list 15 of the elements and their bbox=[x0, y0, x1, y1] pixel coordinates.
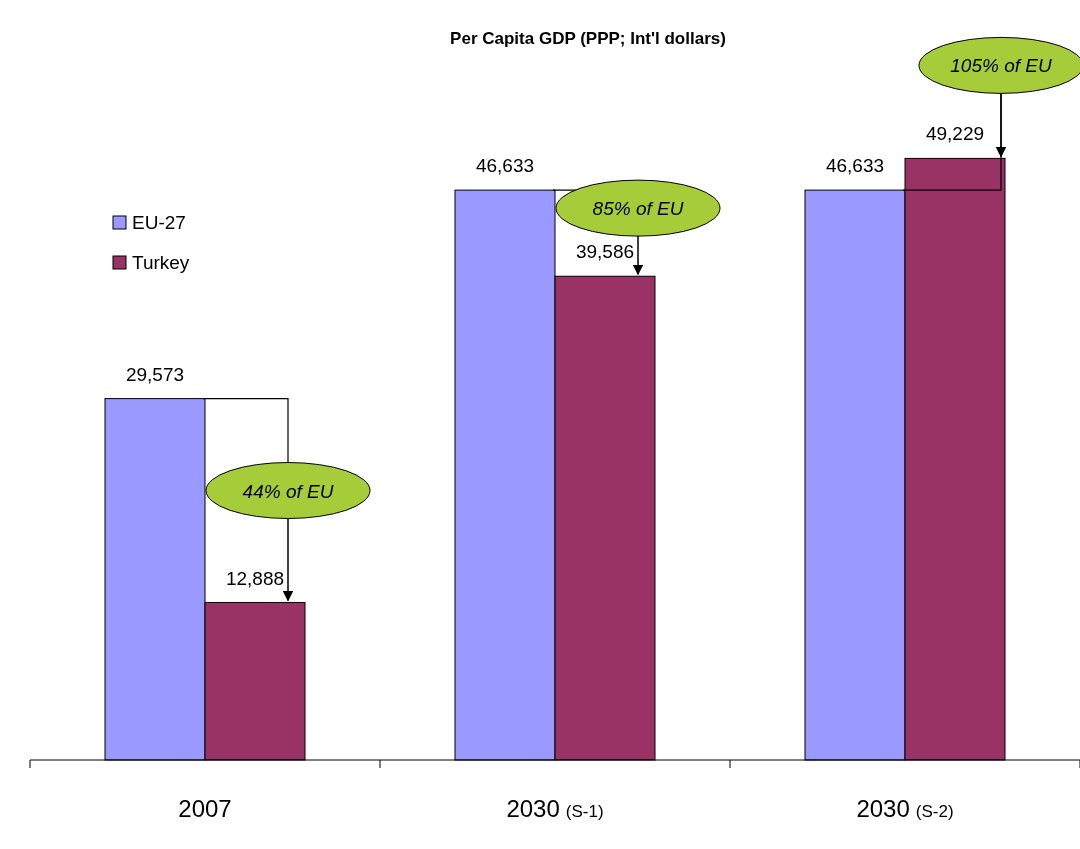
annotation: 44% of EU bbox=[242, 480, 334, 502]
data-label: 49,229 bbox=[925, 123, 985, 145]
text: 105% of EU bbox=[950, 55, 1052, 77]
annotation: 85% of EU bbox=[592, 198, 684, 220]
legend-label: Turkey bbox=[132, 252, 190, 273]
data-label: 29,573 bbox=[125, 363, 185, 385]
legend-label: EU-27 bbox=[132, 212, 186, 233]
x-tick-label: 2007 bbox=[178, 795, 232, 822]
x-tick-label: 2030 (S-2) bbox=[856, 795, 954, 822]
data-label: 39,586 bbox=[575, 241, 635, 263]
x-tick-label: 2030 (S-1) bbox=[506, 795, 604, 822]
data-label: 46,633 bbox=[475, 155, 535, 177]
data-label: 46,633 bbox=[825, 155, 885, 177]
data-label: 12,888 bbox=[225, 567, 285, 589]
chart-title: Per Capita GDP (PPP; Int'l dollars) bbox=[450, 29, 726, 48]
